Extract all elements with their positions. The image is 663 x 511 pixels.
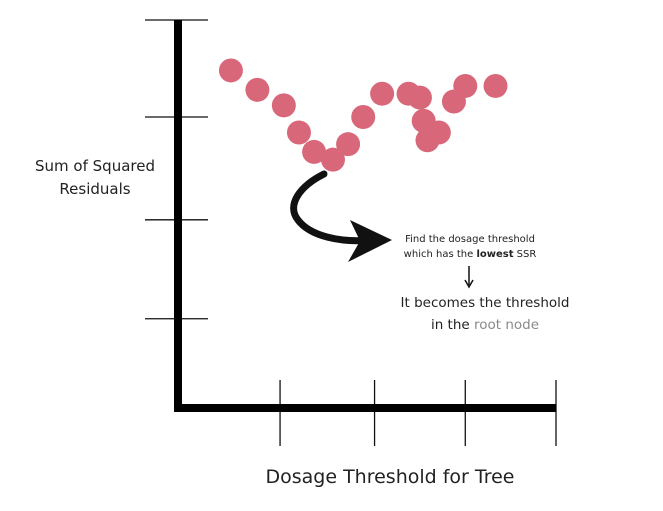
data-point <box>218 58 243 83</box>
data-point <box>483 73 508 98</box>
data-points <box>218 58 508 172</box>
annotation-note-line-1: Find the dosage threshold <box>405 234 535 245</box>
annotation-arrows <box>290 170 474 289</box>
data-point <box>286 120 311 145</box>
annotation-note-line-2: which has the lowest SSR <box>355 247 585 262</box>
data-point <box>336 132 361 157</box>
result-note-line-1: It becomes the threshold <box>400 295 570 311</box>
result-note-line-2: in the root node <box>360 314 610 336</box>
data-point <box>370 81 395 106</box>
data-point <box>351 105 376 129</box>
x-axis-label: Dosage Threshold for Tree <box>265 466 515 488</box>
data-point <box>453 73 478 98</box>
data-point <box>407 85 432 110</box>
curved-arrow <box>290 170 376 245</box>
down-arrow-head <box>464 279 474 289</box>
result-note: It becomes the threshold in the root nod… <box>360 292 610 336</box>
note-text-before: which has the <box>403 249 477 260</box>
curved-arrow-head <box>348 220 392 262</box>
data-point <box>320 147 345 172</box>
root-node-text: root node <box>473 317 540 333</box>
data-point <box>426 120 451 145</box>
axes <box>145 19 557 446</box>
annotation-note: Find the dosage threshold which has the … <box>355 232 585 262</box>
result-text-before: in the <box>430 317 474 333</box>
note-text-after: SSR <box>513 249 537 260</box>
y-axis-label-line-2: Residuals <box>59 180 131 198</box>
note-bold-word: lowest <box>476 249 514 260</box>
y-axis-label-line-1: Sum of Squared <box>35 157 155 175</box>
data-point <box>302 139 327 164</box>
data-point <box>245 77 270 102</box>
y-axis-label: Sum of Squared Residuals <box>20 155 170 201</box>
data-point <box>271 93 296 118</box>
